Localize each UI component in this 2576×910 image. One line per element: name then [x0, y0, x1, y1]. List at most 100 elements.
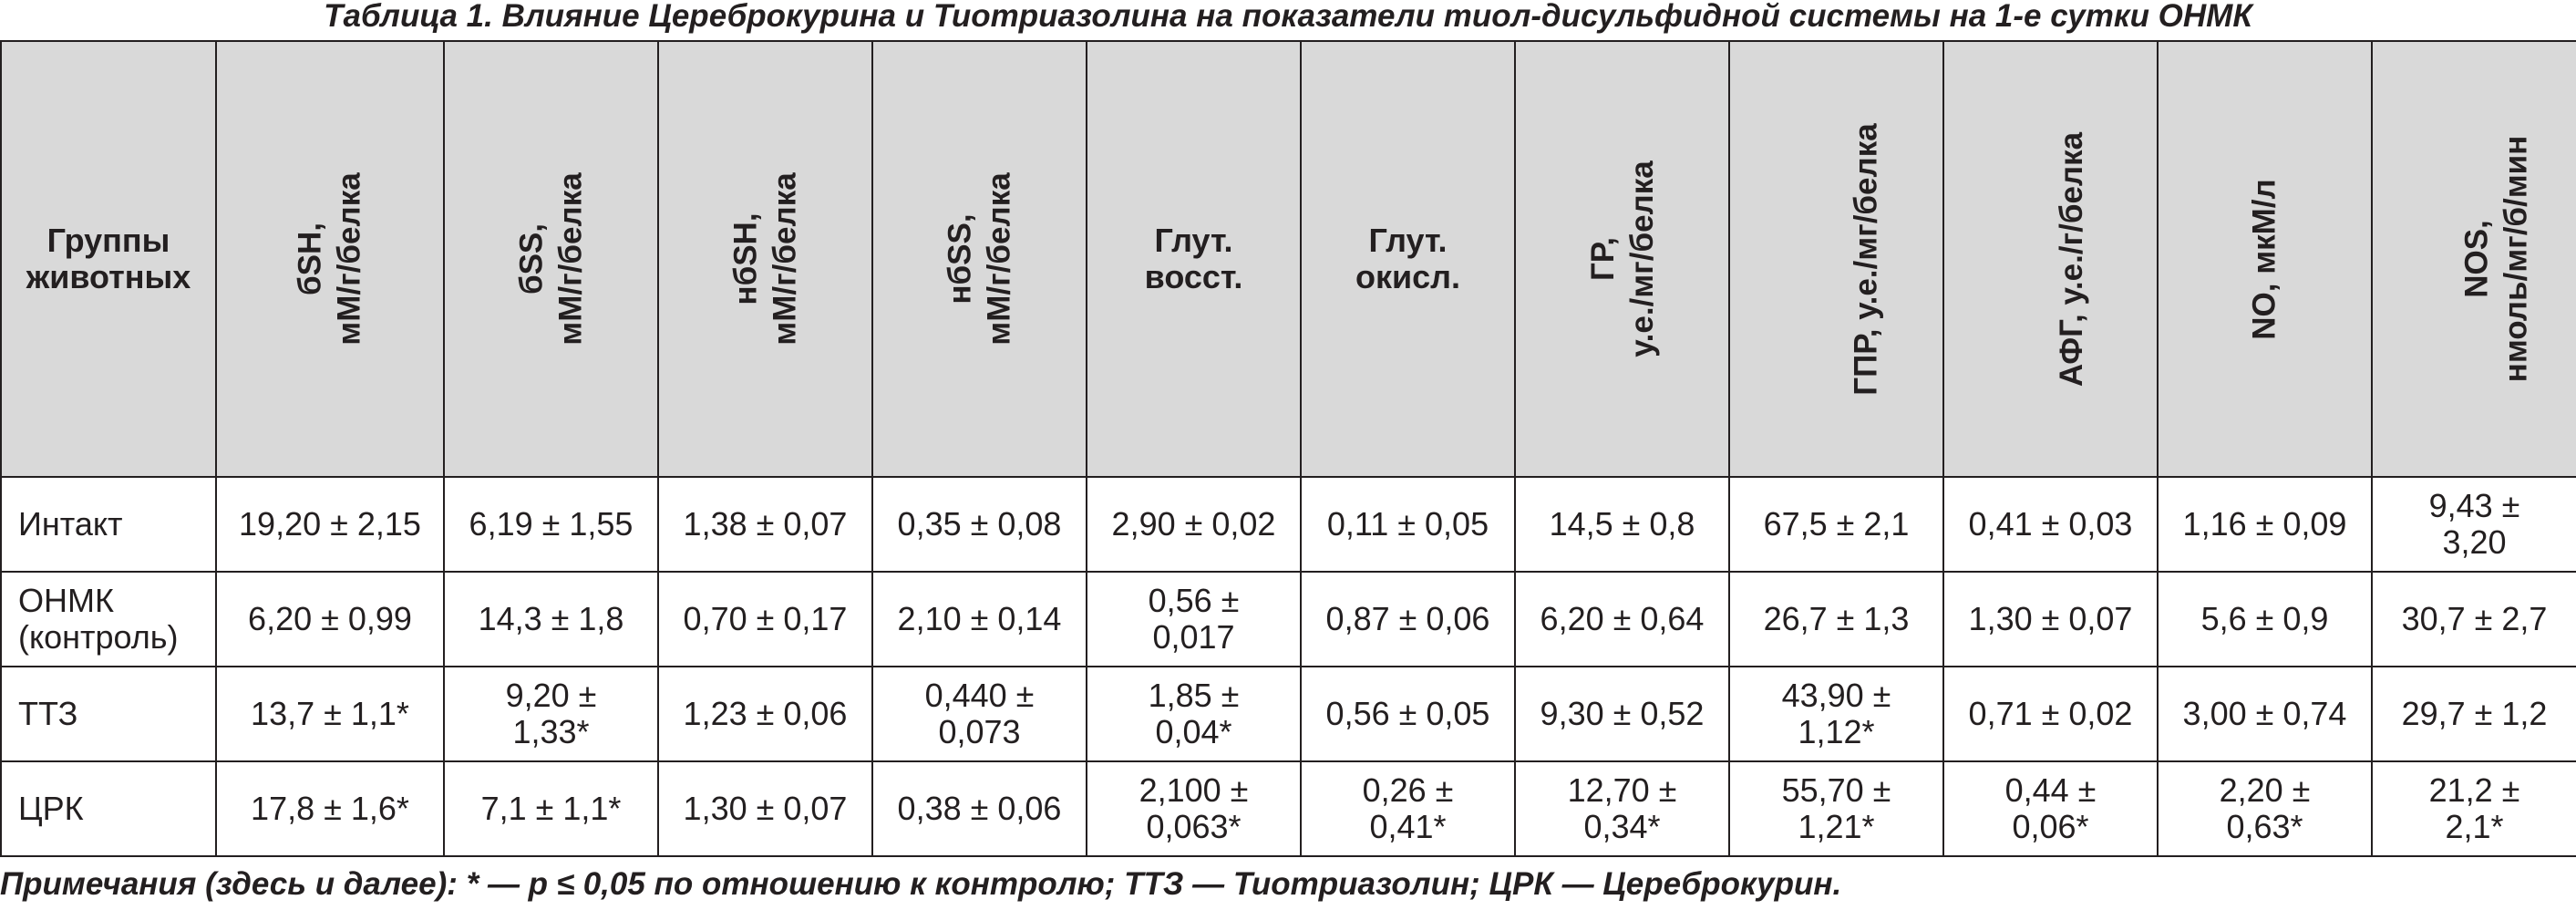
cell-text: 9,30 ± 0,52 — [1540, 695, 1705, 732]
column-header-gr: ГР, у.е./мг/белка — [1514, 40, 1730, 478]
header-text: мМ/г/белка — [332, 172, 367, 346]
column-header-glut-reduced: Глут. восст. — [1086, 40, 1302, 478]
table-cell: 0,38 ± 0,06 — [871, 760, 1087, 857]
cell-text: 1,85 ± — [1148, 677, 1240, 714]
cell-text: 12,70 ± — [1567, 771, 1677, 809]
table-caption: Таблица 1. Влияние Цереброкурина и Тиотр… — [324, 0, 2252, 34]
column-header-no: NO, мкМ/л — [2157, 40, 2373, 478]
header-text: Глут. — [1154, 222, 1233, 259]
table-row: ТТЗ 13,7 ± 1,1* 9,20 ±1,33* 1,23 ± 0,06 0,44… — [0, 666, 2576, 762]
column-header-nos: NOS, нмоль/мг/б/мин — [2371, 40, 2576, 478]
table-cell: 0,56 ± 0,05 — [1300, 666, 1516, 762]
cell-text: 6,20 ± 0,64 — [1540, 600, 1705, 637]
cell-text: 0,56 ± — [1148, 582, 1240, 619]
table-cell: 2,10 ± 0,14 — [871, 571, 1087, 667]
cell-text: 1,30 ± 0,07 — [1968, 600, 2133, 637]
cell-text: 6,20 ± 0,99 — [248, 600, 412, 637]
group-name-cell: ТТЗ — [0, 666, 217, 762]
header-text: бSH, — [293, 222, 328, 295]
cell-text: 17,8 ± 1,6* — [251, 790, 409, 827]
table-cell: 30,7 ± 2,7 — [2371, 571, 2576, 667]
table-cell: 6,19 ± 1,55 — [443, 476, 659, 573]
table-cell: 7,1 ± 1,1* — [443, 760, 659, 857]
header-text: мМ/г/белка — [767, 172, 803, 346]
cell-text: 2,90 ± 0,02 — [1111, 505, 1276, 543]
cell-text: 0,06* — [2012, 808, 2089, 845]
header-text: нмоль/мг/б/мин — [2498, 135, 2534, 383]
table-cell: 43,90 ±1,12* — [1728, 666, 1944, 762]
table-cell: 1,30 ± 0,07 — [657, 760, 873, 857]
cell-text: 1,23 ± 0,06 — [683, 695, 848, 732]
table-cell: 19,20 ± 2,15 — [215, 476, 445, 573]
cell-text: 7,1 ± 1,1* — [480, 790, 622, 827]
cell-text: 1,33* — [512, 713, 590, 750]
cell-text: 0,71 ± 0,02 — [1968, 695, 2133, 732]
table-note: Примечания (здесь и далее): * — p ≤ 0,05… — [0, 866, 1842, 902]
results-table: Группы животных бSH, мМ/г/белка бSS, мМ/… — [0, 40, 2576, 857]
header-text: мМ/г/белка — [981, 172, 1017, 346]
table-cell: 1,30 ± 0,07 — [1942, 571, 2159, 667]
cell-text: 0,38 ± 0,06 — [897, 790, 1062, 827]
cell-text: 55,70 ± — [1781, 771, 1891, 809]
table-cell: 0,71 ± 0,02 — [1942, 666, 2159, 762]
table-cell: 9,43 ±3,20 — [2371, 476, 2576, 573]
cell-text: 1,38 ± 0,07 — [683, 505, 848, 543]
cell-text: 0,017 — [1152, 618, 1235, 656]
cell-text: 29,7 ± 1,2 — [2401, 695, 2548, 732]
table-cell: 5,6 ± 0,9 — [2157, 571, 2373, 667]
column-header-nbsh: нбSH, мМ/г/белка — [657, 40, 873, 478]
cell-text: 67,5 ± 2,1 — [1763, 505, 1910, 543]
column-header-groups: Группы животных — [0, 40, 217, 478]
table-cell: 67,5 ± 2,1 — [1728, 476, 1944, 573]
cell-text: 0,41* — [1369, 808, 1447, 845]
header-text: Глут. — [1368, 222, 1448, 259]
cell-text: 0,440 ± — [924, 677, 1035, 714]
table-cell: 21,2 ±2,1* — [2371, 760, 2576, 857]
table-cell: 0,44 ±0,06* — [1942, 760, 2159, 857]
table-cell: 9,30 ± 0,52 — [1514, 666, 1730, 762]
cell-text: 2,1* — [2445, 808, 2504, 845]
cell-text: 9,20 ± — [505, 677, 597, 714]
table-cell: 0,35 ± 0,08 — [871, 476, 1087, 573]
cell-text: ЦРК — [18, 790, 84, 827]
cell-text: 43,90 ± — [1781, 677, 1891, 714]
cell-text: 2,20 ± — [2219, 771, 2311, 809]
cell-text: 0,35 ± 0,08 — [897, 505, 1062, 543]
table-cell: 1,85 ±0,04* — [1086, 666, 1302, 762]
cell-text: 1,16 ± 0,09 — [2182, 505, 2347, 543]
table-cell: 2,20 ±0,63* — [2157, 760, 2373, 857]
table-cell: 0,87 ± 0,06 — [1300, 571, 1516, 667]
header-text: ГР, — [1584, 236, 1621, 282]
cell-text: 6,19 ± 1,55 — [469, 505, 634, 543]
cell-text: 26,7 ± 1,3 — [1763, 600, 1910, 637]
cell-text: 0,56 ± 0,05 — [1325, 695, 1490, 732]
table-cell: 29,7 ± 1,2 — [2371, 666, 2576, 762]
cell-text: 2,100 ± — [1139, 771, 1249, 809]
group-name-cell: ОНМК (контроль) — [0, 571, 217, 667]
header-text: у.е./мг/белка — [1623, 160, 1660, 357]
cell-text: ТТЗ — [18, 695, 78, 732]
cell-text: 0,34* — [1583, 808, 1661, 845]
cell-text: 5,6 ± 0,9 — [2200, 600, 2329, 637]
header-text: NOS, — [2458, 220, 2495, 298]
cell-text: 14,3 ± 1,8 — [478, 600, 624, 637]
table-cell: 13,7 ± 1,1* — [215, 666, 445, 762]
cell-text: ОНМК — [18, 582, 114, 619]
column-header-gpr: ГПР, у.е./мг/белка — [1728, 40, 1944, 478]
cell-text: 3,00 ± 0,74 — [2182, 695, 2347, 732]
table-row: ЦРК 17,8 ± 1,6* 7,1 ± 1,1* 1,30 ± 0,07 0,38 … — [0, 760, 2576, 857]
header-text: животных — [26, 258, 191, 295]
table-cell: 26,7 ± 1,3 — [1728, 571, 1944, 667]
cell-text: 1,21* — [1798, 808, 1875, 845]
header-text: бSS, — [513, 222, 550, 295]
table-row: ОНМК (контроль) 6,20 ± 0,99 14,3 ± 1,8 0,70 … — [0, 571, 2576, 667]
cell-text: 3,20 — [2442, 523, 2507, 561]
header-text: АФГ, у.е./г/белка — [2054, 131, 2090, 387]
cell-text: 0,063* — [1146, 808, 1242, 845]
table-cell: 9,20 ±1,33* — [443, 666, 659, 762]
header-row: Группы животных бSH, мМ/г/белка бSS, мМ/… — [0, 40, 2576, 478]
cell-text: 1,12* — [1798, 713, 1875, 750]
group-name-cell: Интакт — [0, 476, 217, 573]
cell-text: 0,26 ± — [1362, 771, 1454, 809]
cell-text: 0,87 ± 0,06 — [1325, 600, 1490, 637]
